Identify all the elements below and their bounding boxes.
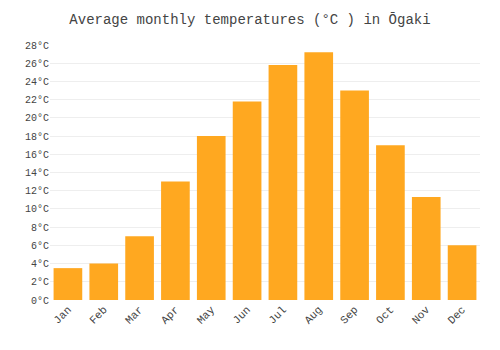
svg-text:14°C: 14°C	[25, 168, 49, 179]
svg-text:4°C: 4°C	[31, 259, 49, 270]
svg-text:10°C: 10°C	[25, 204, 49, 215]
svg-text:22°C: 22°C	[25, 95, 49, 106]
svg-text:Mar: Mar	[123, 304, 145, 326]
svg-text:2°C: 2°C	[31, 277, 49, 288]
svg-text:Feb: Feb	[87, 304, 109, 326]
svg-text:24°C: 24°C	[25, 77, 49, 88]
svg-text:Sep: Sep	[338, 304, 360, 326]
svg-text:28°C: 28°C	[25, 41, 49, 52]
svg-text:Average monthly temperatures (: Average monthly temperatures (°C ) in Ōg…	[69, 12, 430, 28]
svg-text:Nov: Nov	[410, 304, 433, 327]
svg-text:Oct: Oct	[374, 304, 396, 326]
svg-text:26°C: 26°C	[25, 59, 49, 70]
svg-text:May: May	[195, 304, 218, 327]
svg-text:20°C: 20°C	[25, 113, 49, 124]
svg-text:Jan: Jan	[51, 304, 73, 326]
svg-text:Jul: Jul	[266, 304, 288, 326]
svg-text:18°C: 18°C	[25, 132, 49, 143]
svg-text:Dec: Dec	[446, 304, 468, 326]
svg-text:6°C: 6°C	[31, 241, 49, 252]
svg-text:12°C: 12°C	[25, 186, 49, 197]
svg-text:Aug: Aug	[302, 304, 324, 326]
svg-text:8°C: 8°C	[31, 223, 49, 234]
svg-text:0°C: 0°C	[31, 296, 49, 307]
svg-text:Jun: Jun	[231, 304, 253, 326]
svg-text:Apr: Apr	[159, 304, 181, 326]
svg-text:16°C: 16°C	[25, 150, 49, 161]
